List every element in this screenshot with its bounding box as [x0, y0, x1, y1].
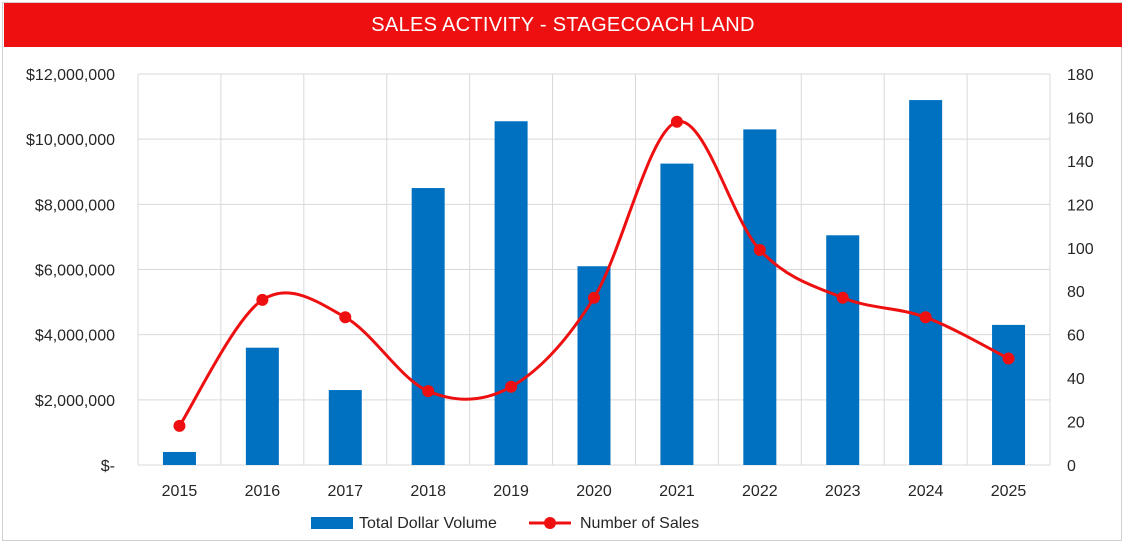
left-axis-tick-label: $6,000,000 — [35, 263, 115, 280]
bar-total-dollar-volume — [494, 121, 528, 465]
right-axis-tick-label: 100 — [1067, 241, 1094, 258]
point-number-of-sales — [1002, 352, 1015, 365]
chart-title-bar: SALES ACTIVITY - STAGECOACH LAND — [4, 3, 1122, 47]
point-number-of-sales — [753, 243, 766, 256]
point-number-of-sales — [836, 291, 849, 304]
x-axis-tick-label: 2019 — [493, 483, 529, 500]
bar-total-dollar-volume — [743, 129, 777, 465]
x-axis-tick-label: 2016 — [245, 483, 281, 500]
point-number-of-sales — [256, 293, 269, 306]
left-axis-tick-label: $8,000,000 — [35, 197, 115, 214]
point-number-of-sales — [505, 380, 518, 393]
right-axis-tick-label: 40 — [1067, 371, 1085, 388]
bar-total-dollar-volume — [328, 390, 362, 465]
point-number-of-sales — [422, 385, 435, 398]
point-number-of-sales — [173, 419, 186, 432]
left-axis-tick-label: $- — [101, 458, 115, 475]
left-axis-tick-label: $10,000,000 — [26, 132, 115, 149]
right-axis-tick-label: 120 — [1067, 197, 1094, 214]
right-axis-tick-label: 0 — [1067, 458, 1076, 475]
point-number-of-sales — [919, 311, 932, 324]
x-axis-tick-label: 2018 — [410, 483, 446, 500]
point-number-of-sales — [339, 311, 352, 324]
legend-swatch-total-dollar-volume — [311, 517, 353, 529]
chart-title: SALES ACTIVITY - STAGECOACH LAND — [371, 13, 755, 36]
right-axis-tick-label: 80 — [1067, 284, 1085, 301]
x-axis-tick-label: 2021 — [659, 483, 695, 500]
bar-total-dollar-volume — [660, 163, 694, 465]
legend-label-number-of-sales: Number of Sales — [580, 515, 699, 532]
left-axis-tick-label: $12,000,000 — [26, 67, 115, 84]
right-axis-tick-label: 20 — [1067, 415, 1085, 432]
x-axis-tick-label: 2023 — [825, 483, 861, 500]
right-axis-tick-label: 180 — [1067, 67, 1094, 84]
right-axis-tick-label: 60 — [1067, 328, 1085, 345]
x-axis-tick-label: 2020 — [576, 483, 612, 500]
bar-total-dollar-volume — [826, 235, 860, 465]
bar-total-dollar-volume — [411, 188, 445, 465]
x-axis-tick-label: 2017 — [327, 483, 363, 500]
right-axis-tick-label: 140 — [1067, 154, 1094, 171]
x-axis-tick-label: 2022 — [742, 483, 778, 500]
point-number-of-sales — [588, 291, 600, 304]
x-axis-tick-label: 2025 — [991, 483, 1027, 500]
x-axis-tick-label: 2015 — [162, 483, 198, 500]
right-axis-tick-label: 160 — [1067, 110, 1094, 127]
bar-total-dollar-volume — [162, 451, 196, 465]
legend-marker-number-of-sales — [544, 517, 556, 529]
left-axis-tick-label: $2,000,000 — [35, 393, 115, 410]
bar-total-dollar-volume — [992, 324, 1026, 465]
x-axis-tick-label: 2024 — [908, 483, 944, 500]
left-axis-tick-label: $4,000,000 — [35, 328, 115, 345]
bar-total-dollar-volume — [909, 100, 943, 466]
bar-total-dollar-volume — [245, 347, 279, 465]
legend-label-total-dollar-volume: Total Dollar Volume — [359, 515, 497, 532]
point-number-of-sales — [670, 115, 683, 128]
